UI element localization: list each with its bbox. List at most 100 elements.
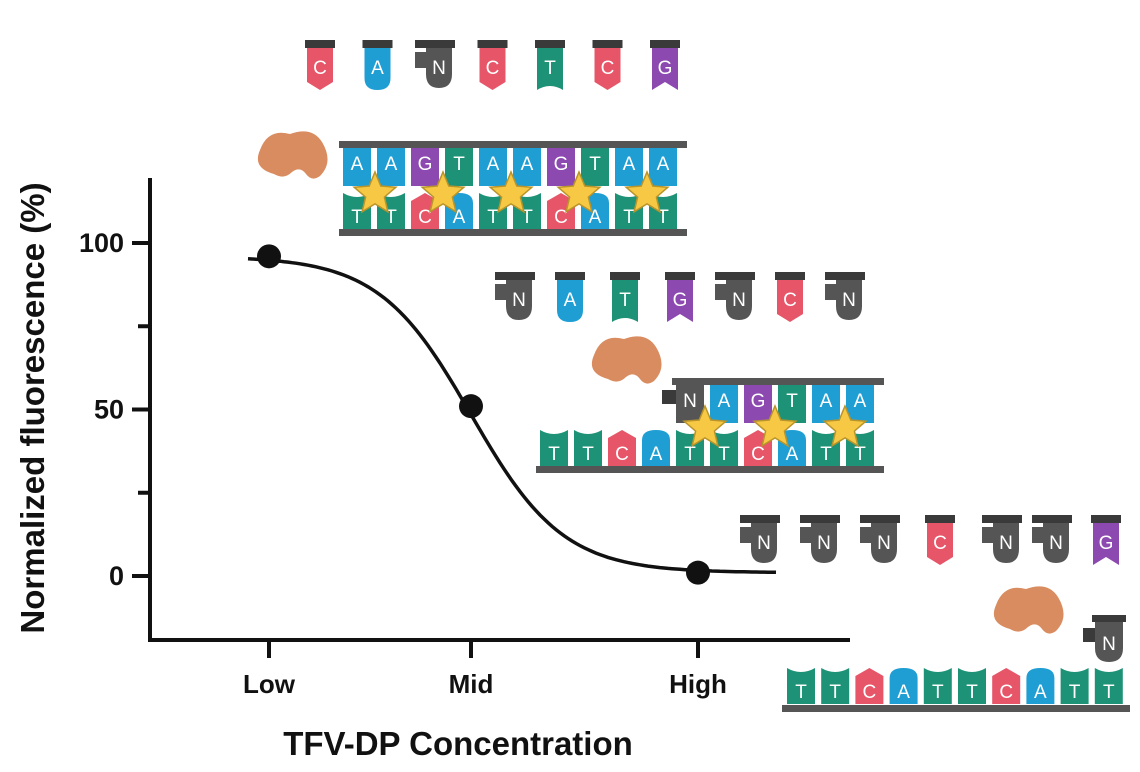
fluorescence-star-icon xyxy=(752,404,798,448)
y-axis-title: Normalized fluorescence (%) xyxy=(14,182,51,633)
free-nucleotide-C: C xyxy=(925,515,955,565)
data-points-layer xyxy=(257,244,710,585)
svg-text:C: C xyxy=(615,444,629,465)
svg-text:T: T xyxy=(966,682,978,703)
free-nucleotide-A: A xyxy=(555,272,585,322)
svg-text:N: N xyxy=(842,290,856,311)
svg-text:G: G xyxy=(554,154,569,175)
fluorescence-star-icon xyxy=(488,170,534,214)
panel-high-concentration: N N N C N N GNT T C A T T C A T T xyxy=(740,515,1130,712)
free-nucleotide-T: T xyxy=(535,40,565,90)
svg-text:N: N xyxy=(512,290,526,311)
free-nucleotide-T: T xyxy=(610,272,640,322)
svg-text:N: N xyxy=(999,533,1013,554)
svg-text:A: A xyxy=(786,444,799,465)
svg-text:T: T xyxy=(544,58,556,79)
svg-text:T: T xyxy=(351,207,363,228)
svg-text:T: T xyxy=(623,207,635,228)
free-nucleotide-C: C xyxy=(477,40,508,90)
polymerase-enzyme-icon xyxy=(257,131,328,179)
svg-text:T: T xyxy=(829,682,841,703)
svg-text:A: A xyxy=(820,391,833,412)
svg-text:T: T xyxy=(684,444,696,465)
free-nucleotide-N: N xyxy=(800,515,840,563)
svg-text:A: A xyxy=(623,154,636,175)
template-backbone xyxy=(536,466,884,473)
svg-text:T: T xyxy=(786,391,798,412)
free-nucleotide-N: N xyxy=(715,272,755,320)
svg-text:A: A xyxy=(657,154,670,175)
svg-text:T: T xyxy=(548,444,560,465)
free-nucleotide-N: N xyxy=(495,272,535,320)
svg-text:C: C xyxy=(601,58,615,79)
svg-text:A: A xyxy=(385,154,398,175)
svg-text:T: T xyxy=(1103,682,1115,703)
svg-text:T: T xyxy=(582,444,594,465)
data-point-high xyxy=(686,560,710,585)
svg-text:C: C xyxy=(751,444,765,465)
free-nucleotide-G: G xyxy=(665,272,695,322)
data-point-mid xyxy=(459,394,483,419)
svg-text:T: T xyxy=(795,682,807,703)
svg-text:A: A xyxy=(718,391,731,412)
svg-text:T: T xyxy=(453,154,465,175)
fluorescence-star-icon xyxy=(556,170,602,214)
free-nucleotide-G: G xyxy=(1091,515,1121,565)
svg-text:T: T xyxy=(589,154,601,175)
free-nucleotide-C: C xyxy=(775,272,805,322)
free-nucleotide-N: N xyxy=(825,272,865,320)
svg-text:A: A xyxy=(854,391,867,412)
fluorescence-star-icon xyxy=(682,404,728,448)
svg-text:N: N xyxy=(1102,634,1116,655)
mechanism-illustration: C A N C T C GT T C A T T C A T TA A G T A A G T A AN A T G N C NT T C A T T… xyxy=(257,40,1130,712)
chart-axes: 0 50 100 Low Mid High xyxy=(79,178,850,699)
free-nucleotide-N: N xyxy=(1032,515,1072,563)
svg-text:A: A xyxy=(487,154,500,175)
svg-text:T: T xyxy=(619,290,631,311)
x-tick-label: Mid xyxy=(449,669,494,699)
svg-text:T: T xyxy=(718,444,730,465)
svg-text:T: T xyxy=(854,444,866,465)
free-nucleotide-N: N xyxy=(860,515,900,563)
svg-text:C: C xyxy=(554,207,568,228)
fluorescence-star-icon xyxy=(822,404,868,448)
free-nucleotide-A: A xyxy=(362,40,393,90)
svg-text:C: C xyxy=(418,207,432,228)
svg-text:N: N xyxy=(1049,533,1063,554)
svg-text:N: N xyxy=(817,533,831,554)
svg-text:G: G xyxy=(1099,533,1114,554)
polymerase-enzyme-icon xyxy=(993,586,1064,634)
free-nucleotide-C: C xyxy=(592,40,623,90)
svg-text:A: A xyxy=(1034,682,1047,703)
svg-text:A: A xyxy=(521,154,534,175)
svg-text:G: G xyxy=(751,391,766,412)
primer-backbone xyxy=(672,378,884,385)
x-tick-label: Low xyxy=(243,669,296,699)
free-nucleotide-G: G xyxy=(650,40,680,90)
y-tick-label: 50 xyxy=(94,395,124,425)
svg-text:N: N xyxy=(877,533,891,554)
svg-text:T: T xyxy=(487,207,499,228)
polymerase-enzyme-icon xyxy=(591,336,662,384)
svg-text:C: C xyxy=(783,290,797,311)
panel-mid-concentration: N A T G N C NT T C A T T C A T TN A G T A A xyxy=(495,272,884,473)
free-nucleotide-N: N xyxy=(415,40,455,88)
svg-text:C: C xyxy=(999,682,1013,703)
panel-low-concentration: C A N C T C GT T C A T T C A T TA A G T A A G T A A xyxy=(257,40,687,236)
svg-text:A: A xyxy=(650,444,663,465)
svg-text:A: A xyxy=(351,154,364,175)
svg-text:T: T xyxy=(820,444,832,465)
svg-text:C: C xyxy=(863,682,877,703)
svg-text:C: C xyxy=(486,58,500,79)
svg-text:A: A xyxy=(371,58,384,79)
svg-text:T: T xyxy=(1069,682,1081,703)
svg-text:C: C xyxy=(933,533,947,554)
fluorescence-star-icon xyxy=(352,170,398,214)
svg-text:N: N xyxy=(757,533,771,554)
y-tick-label: 0 xyxy=(109,561,124,591)
svg-text:N: N xyxy=(683,391,697,412)
fluorescence-star-icon xyxy=(420,170,466,214)
free-nucleotide-N: N xyxy=(982,515,1022,563)
svg-text:A: A xyxy=(897,682,910,703)
